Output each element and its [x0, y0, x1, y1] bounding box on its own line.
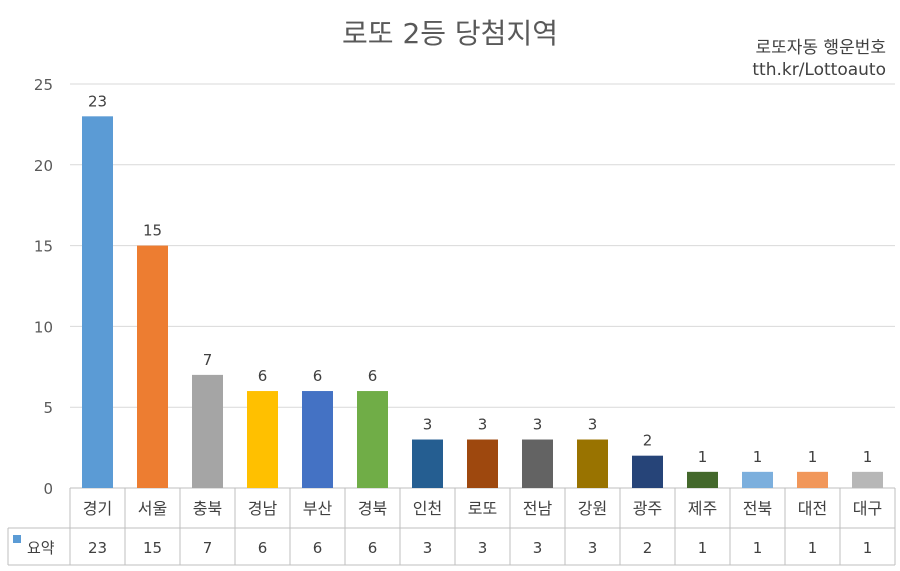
category-label: 로또 [468, 499, 497, 518]
category-label: 대전 [798, 499, 827, 518]
table-value: 3 [423, 539, 433, 557]
bar [192, 374, 223, 488]
bar [82, 116, 113, 488]
data-label: 23 [88, 92, 107, 110]
y-tick-label: 25 [34, 76, 53, 94]
data-label: 3 [423, 416, 433, 434]
bar [412, 439, 443, 488]
bar [742, 471, 773, 488]
source-line-2: tth.kr/Lottoauto [752, 60, 886, 80]
table-value: 23 [88, 539, 107, 557]
y-tick-label: 5 [43, 399, 53, 417]
y-tick-label: 0 [43, 480, 53, 498]
data-label: 6 [258, 367, 268, 385]
data-label: 6 [368, 367, 378, 385]
category-label: 제주 [688, 499, 717, 518]
data-label: 2 [643, 432, 653, 450]
category-label: 전남 [523, 499, 553, 518]
data-label: 6 [313, 367, 323, 385]
table-value: 2 [643, 539, 653, 557]
category-label: 경남 [248, 499, 278, 518]
bar [577, 439, 608, 488]
bar [137, 245, 168, 488]
table-value: 6 [258, 539, 268, 557]
data-label: 1 [863, 448, 873, 466]
y-tick-label: 10 [34, 318, 53, 336]
bar [467, 439, 498, 488]
table-value: 1 [753, 539, 763, 557]
table-value: 15 [143, 539, 162, 557]
table-value: 6 [313, 539, 323, 557]
category-label: 서울 [138, 499, 167, 518]
data-label: 1 [698, 448, 708, 466]
category-label: 경기 [83, 499, 112, 518]
category-label: 대구 [853, 499, 882, 518]
category-label: 광주 [633, 499, 662, 518]
table-value: 7 [203, 539, 213, 557]
data-label: 7 [203, 351, 213, 369]
data-label: 3 [588, 416, 598, 434]
y-tick-label: 15 [34, 238, 53, 256]
category-label: 충북 [193, 499, 222, 518]
data-label: 15 [143, 222, 162, 240]
bar [632, 455, 663, 488]
source-line-1: 로또자동 행운번호 [755, 38, 886, 58]
legend-label: 요약 [27, 539, 55, 557]
bar [687, 471, 718, 488]
category-label: 인천 [413, 499, 442, 518]
chart-title: 로또 2등 당첨지역 [342, 17, 558, 50]
bar [797, 471, 828, 488]
table-value: 1 [863, 539, 873, 557]
category-label: 부산 [303, 499, 333, 518]
data-label: 3 [533, 416, 543, 434]
legend-swatch [13, 535, 21, 543]
bar [522, 439, 553, 488]
bar [302, 391, 333, 488]
table-value: 6 [368, 539, 378, 557]
table-value: 3 [533, 539, 543, 557]
data-label: 3 [478, 416, 488, 434]
category-label: 전북 [743, 499, 772, 518]
table-value: 1 [698, 539, 708, 557]
bar [247, 391, 278, 488]
data-label: 1 [808, 448, 818, 466]
bar [357, 391, 388, 488]
table-value: 1 [808, 539, 818, 557]
bar [852, 471, 883, 488]
table-value: 3 [478, 539, 488, 557]
category-label: 경북 [358, 499, 387, 518]
category-label: 강원 [578, 499, 607, 518]
data-label: 1 [753, 448, 763, 466]
y-tick-label: 20 [34, 157, 53, 175]
table-value: 3 [588, 539, 598, 557]
